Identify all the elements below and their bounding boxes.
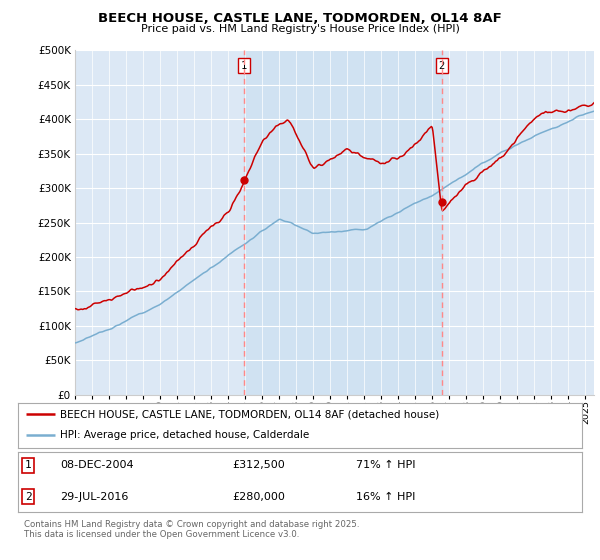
Text: Price paid vs. HM Land Registry's House Price Index (HPI): Price paid vs. HM Land Registry's House … <box>140 24 460 34</box>
Text: 29-JUL-2016: 29-JUL-2016 <box>60 492 128 502</box>
Text: 2: 2 <box>25 492 32 502</box>
Text: BEECH HOUSE, CASTLE LANE, TODMORDEN, OL14 8AF: BEECH HOUSE, CASTLE LANE, TODMORDEN, OL1… <box>98 12 502 25</box>
Text: 16% ↑ HPI: 16% ↑ HPI <box>356 492 416 502</box>
Text: 1: 1 <box>241 60 247 71</box>
Text: 71% ↑ HPI: 71% ↑ HPI <box>356 460 416 470</box>
Text: 08-DEC-2004: 08-DEC-2004 <box>60 460 134 470</box>
Text: HPI: Average price, detached house, Calderdale: HPI: Average price, detached house, Cald… <box>60 431 310 441</box>
Text: 2: 2 <box>439 60 445 71</box>
Bar <box>244 50 442 395</box>
Text: £312,500: £312,500 <box>232 460 285 470</box>
Text: 1: 1 <box>25 460 32 470</box>
Text: Contains HM Land Registry data © Crown copyright and database right 2025.
This d: Contains HM Land Registry data © Crown c… <box>24 520 359 539</box>
Text: £280,000: £280,000 <box>232 492 285 502</box>
Text: BEECH HOUSE, CASTLE LANE, TODMORDEN, OL14 8AF (detached house): BEECH HOUSE, CASTLE LANE, TODMORDEN, OL1… <box>60 409 440 419</box>
